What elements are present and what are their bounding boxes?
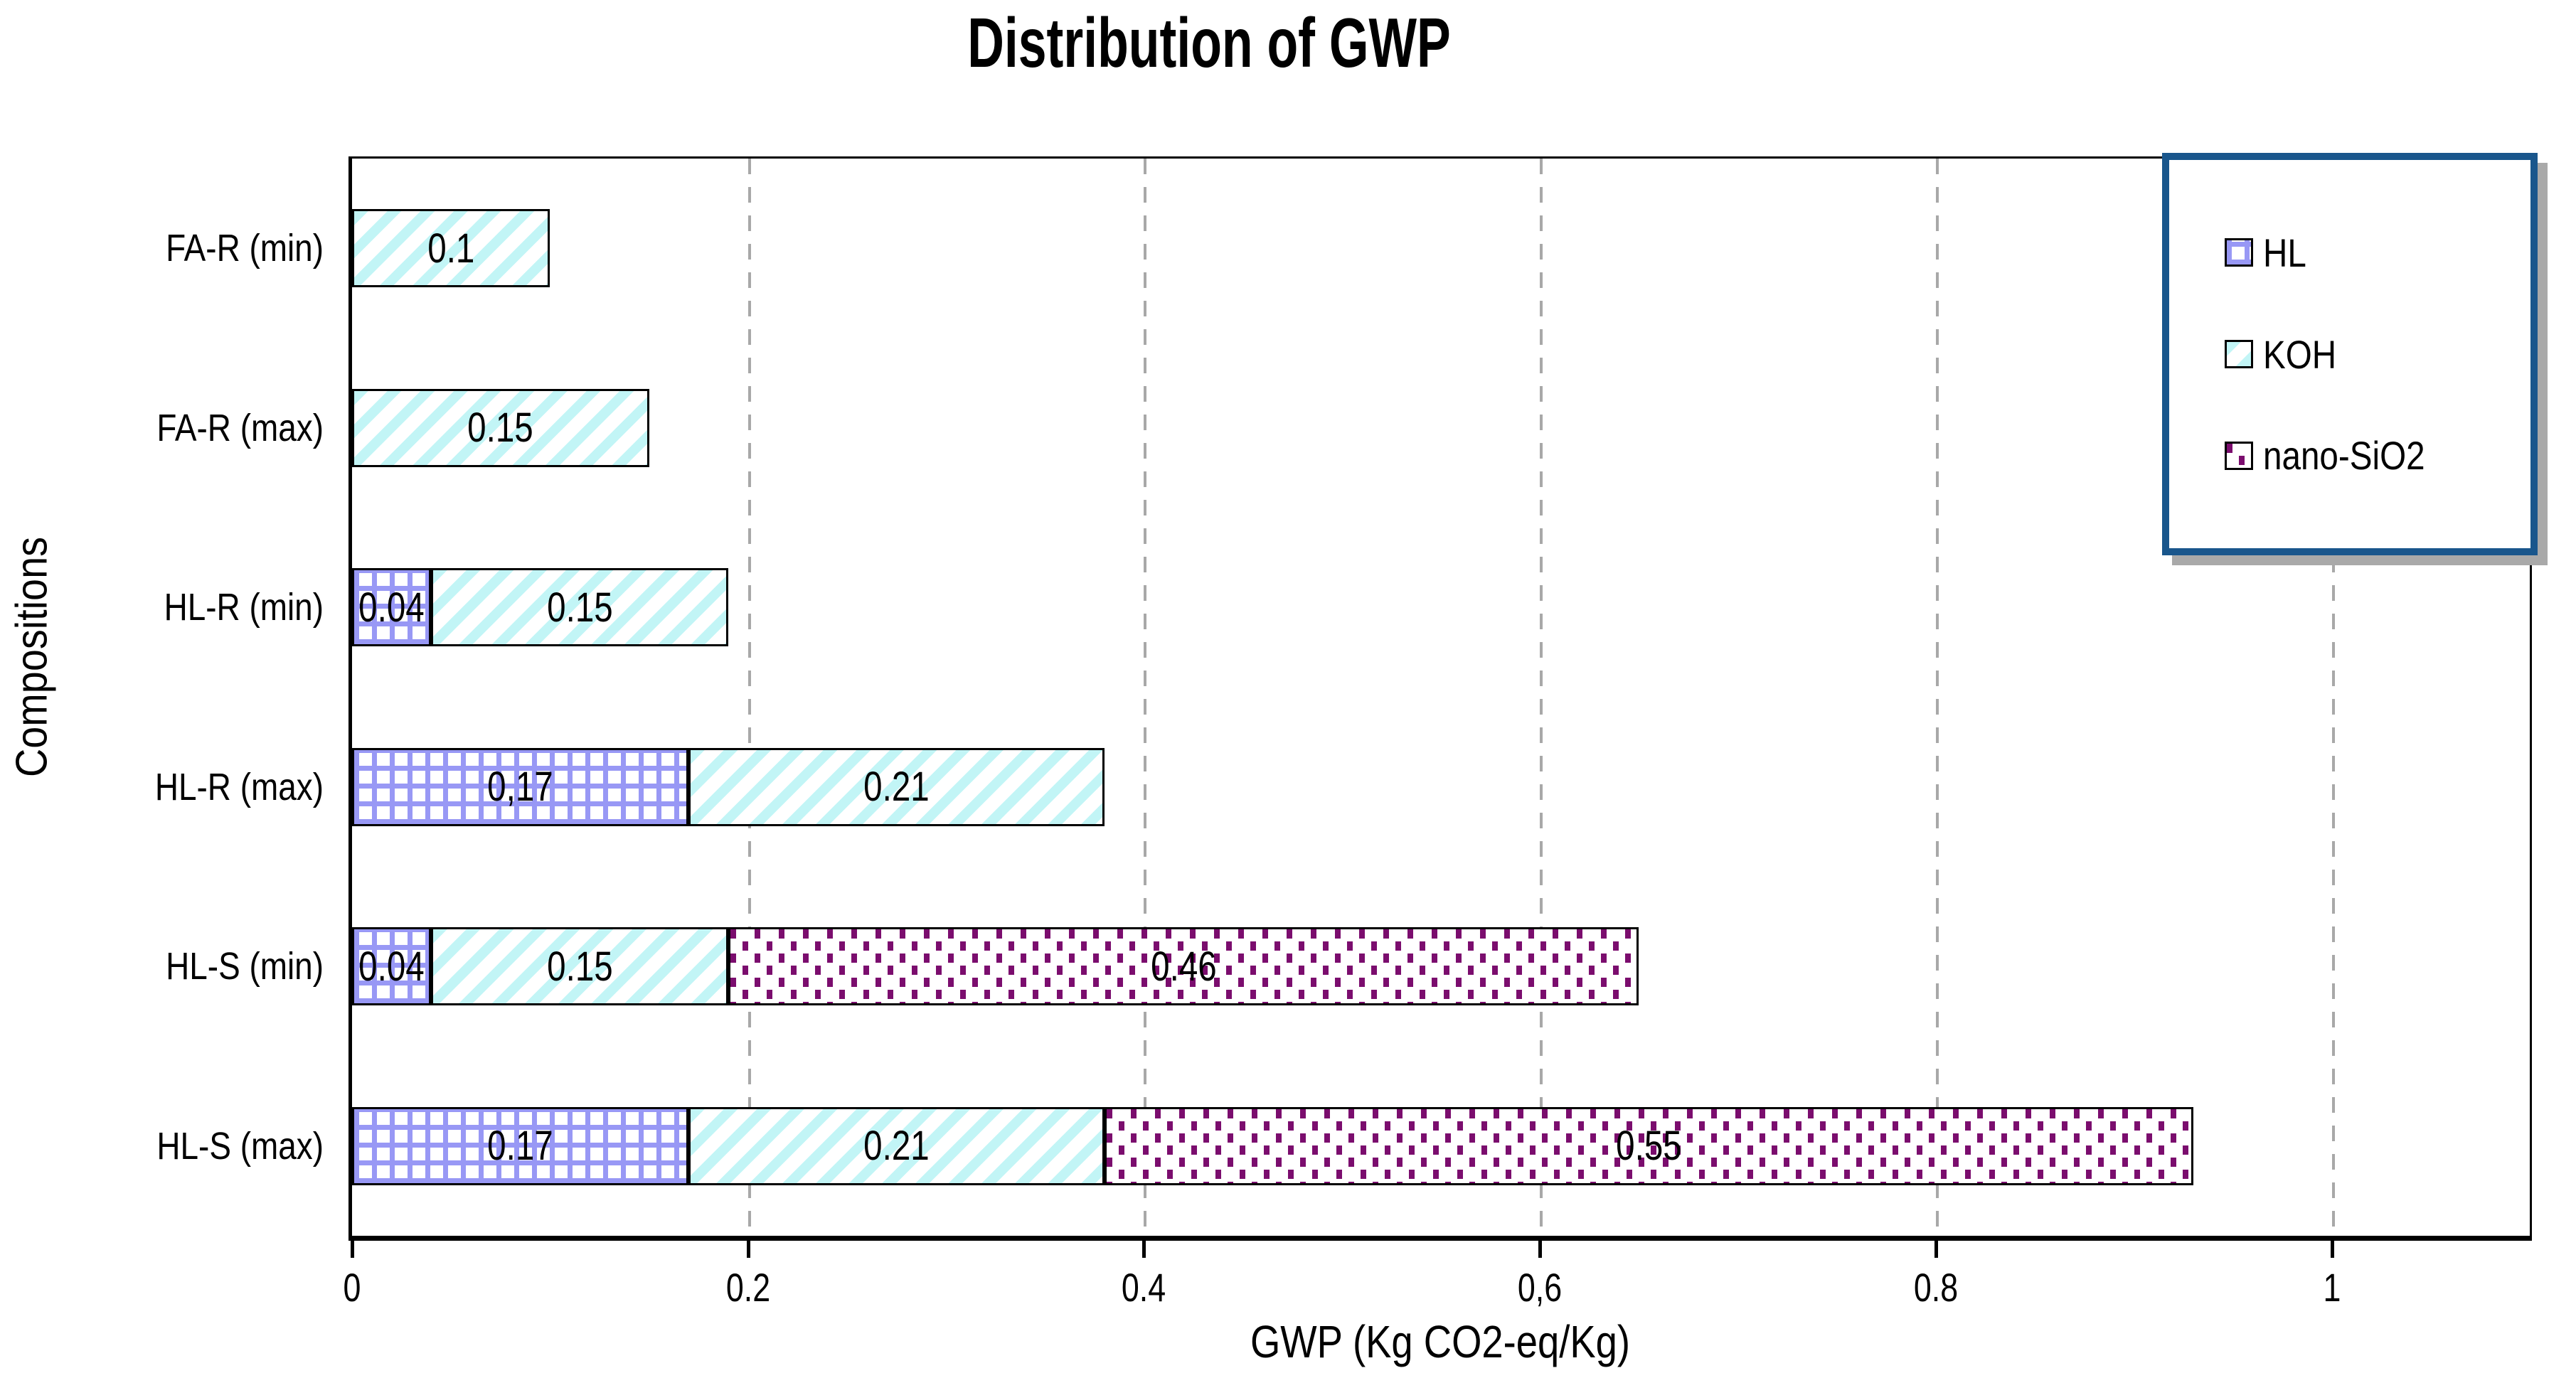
category-label: HL-S (max) (156, 1124, 324, 1168)
x-axis-title: GWP (Kg CO2-eq/Kg) (1250, 1316, 1631, 1367)
category-label: HL-R (max) (154, 765, 324, 808)
x-tick-label: 0,6 (1518, 1265, 1563, 1310)
legend-label: KOH (2263, 331, 2337, 377)
bar-segment: 0.21 (688, 1106, 1105, 1185)
gridline (1935, 159, 1939, 1236)
bar-value-label: 0.04 (358, 943, 425, 990)
legend-label: HL (2263, 230, 2306, 275)
bar-value-label: 0.15 (546, 584, 613, 631)
gridline (1540, 159, 1543, 1236)
bar-segment: 0.15 (352, 388, 649, 467)
x-tick-label: 0.2 (725, 1265, 770, 1310)
bar-value-label: 0.21 (863, 1123, 930, 1170)
bar-value-label: 0.55 (1615, 1123, 1682, 1170)
bar-value-label: 0.15 (467, 405, 534, 452)
x-tick-label: 1 (2323, 1265, 2341, 1310)
gridline (747, 159, 751, 1236)
x-tick-mark (1142, 1241, 1146, 1258)
x-tick-label: 0.8 (1913, 1265, 1959, 1310)
bar-segment: 0.21 (688, 747, 1105, 826)
bar-value-label: 0.1 (427, 225, 475, 272)
bar-segment: 0.15 (431, 927, 728, 1006)
chart-title: Distribution of GWP (967, 4, 1451, 82)
bar-segment: 0.55 (1104, 1106, 2193, 1185)
bar-segment: 0.04 (352, 568, 432, 647)
category-label: FA-R (min) (166, 227, 324, 270)
legend-item-nano: nano-SiO2 (2225, 432, 2523, 479)
x-tick-mark (2330, 1241, 2334, 1258)
bar-value-label: 0.04 (358, 584, 425, 631)
bar-value-label: 0.15 (546, 943, 613, 990)
category-label: FA-R (max) (156, 406, 324, 449)
bar-segment: 0.46 (728, 927, 1639, 1006)
legend-label: nano-SiO2 (2263, 433, 2425, 479)
koh-pattern-swatch (2225, 340, 2253, 368)
legend-item-hl: HL (2225, 230, 2523, 276)
x-tick-mark (746, 1241, 750, 1258)
legend-item-koh: KOH (2225, 331, 2523, 378)
hl-pattern-swatch (2225, 238, 2253, 267)
bar-value-label: 0.17 (487, 1123, 553, 1170)
bar-segment: 0.1 (352, 209, 550, 288)
nano-pattern-swatch (2225, 441, 2253, 470)
bar-segment: 0,17 (352, 747, 689, 826)
category-label: HL-R (min) (164, 586, 324, 629)
x-tick-label: 0.4 (1122, 1265, 1166, 1310)
gridline (1144, 159, 1147, 1236)
x-tick-mark (351, 1241, 354, 1258)
y-axis-title: Compositions (7, 536, 57, 778)
bar-segment: 0.17 (352, 1106, 689, 1185)
bar-value-label: 0,17 (487, 764, 553, 811)
x-tick-label: 0 (343, 1265, 361, 1310)
bar-segment: 0.04 (352, 927, 432, 1006)
bar-value-label: 0.46 (1150, 943, 1217, 990)
x-tick-mark (1538, 1241, 1543, 1258)
bar-value-label: 0.21 (863, 764, 930, 811)
bar-segment: 0.15 (431, 568, 728, 647)
x-tick-mark (1934, 1241, 1938, 1258)
category-label: HL-S (min) (166, 945, 324, 988)
gridline (2331, 159, 2335, 1236)
legend: HL KOH nano-SiO2 (2162, 153, 2538, 555)
